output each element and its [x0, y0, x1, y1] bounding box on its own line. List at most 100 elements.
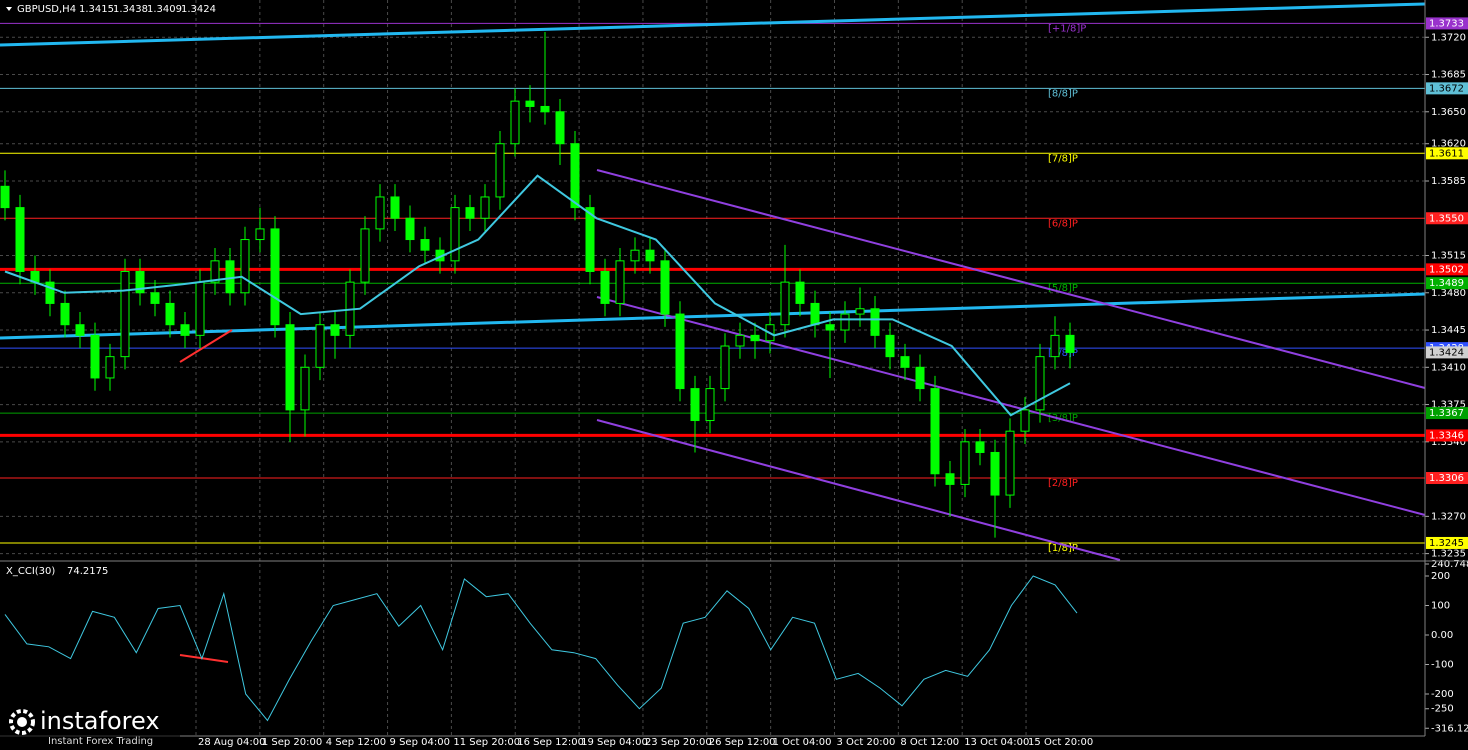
cci-line	[4, 575, 1078, 722]
plot	[0, 31, 1078, 722]
y-tick-label: 1.3375	[1431, 400, 1466, 411]
level-label: 1.3245	[1429, 538, 1464, 549]
x-tick-label: 28 Aug 04:00	[198, 737, 265, 748]
candle-body	[855, 308, 865, 315]
level-box	[1426, 277, 1468, 290]
level-name: [+1/8]P	[1048, 23, 1086, 34]
cci-tick-label: -316.129	[1431, 723, 1468, 734]
channel-line	[596, 296, 1426, 516]
candle-body	[285, 324, 295, 411]
candle-body	[315, 324, 325, 368]
y-tick-label: 1.3720	[1431, 32, 1466, 43]
candle-body	[690, 388, 700, 422]
x-tick-label: 1 Oct 04:00	[773, 737, 832, 748]
y-tick-label: 1.3515	[1431, 251, 1466, 262]
cci-tick-label: 100	[1431, 601, 1450, 612]
level-label: 1.3672	[1429, 83, 1464, 94]
candle-body	[135, 270, 145, 294]
candle-body	[450, 207, 460, 262]
candle-body	[915, 366, 925, 390]
x-tick-label: 15 Oct 20:00	[1028, 737, 1093, 748]
x-tick-label: 4 Sep 12:00	[326, 737, 386, 748]
x-tick-label: 11 Sep 20:00	[453, 737, 520, 748]
candle-body	[1035, 356, 1045, 411]
y-tick-label: 1.3585	[1431, 176, 1466, 187]
level-label: 1.3733	[1429, 18, 1464, 29]
x-tick-label: 13 Oct 04:00	[964, 737, 1029, 748]
candle-body	[120, 270, 130, 358]
candle-body	[555, 111, 565, 145]
price-axis: 1.3720 1.3685 1.3650 1.3620 1.3585 1.3515 1.34…	[1425, 17, 1468, 734]
candle-body	[525, 100, 535, 107]
candle-body	[375, 196, 385, 230]
level-name: [5/8]P	[1048, 283, 1078, 294]
cci-tick-label: -200	[1431, 689, 1454, 700]
candle-body	[330, 324, 340, 336]
level-box	[1426, 17, 1468, 30]
candle-body	[300, 366, 310, 411]
candle-body	[945, 473, 955, 485]
low-value: 1.3409	[147, 4, 182, 15]
candle-body	[1065, 334, 1075, 353]
candle-body	[720, 345, 730, 390]
close-value: 1.3424	[181, 4, 216, 15]
sr-label: 1.3346	[1429, 430, 1464, 441]
candle-body	[105, 356, 115, 379]
candle-body	[195, 281, 205, 336]
level-label: 1.3550	[1429, 213, 1464, 224]
candle-body	[255, 228, 265, 241]
x-tick-label: 26 Sep 12:00	[709, 737, 776, 748]
level-box	[1426, 147, 1468, 160]
y-tick-label: 1.3410	[1431, 362, 1466, 373]
candle-body	[705, 388, 715, 422]
candle-body	[390, 196, 400, 219]
open-value: 1.3415	[79, 4, 114, 15]
logo-name: instaforex	[40, 707, 160, 735]
divergence-line	[179, 329, 233, 363]
candle-body	[165, 302, 175, 326]
candle-body	[960, 441, 970, 485]
candle-body	[870, 308, 880, 336]
y-tick-label: 1.3685	[1431, 70, 1466, 81]
candle-body	[660, 260, 670, 315]
cci-tick-label: 240.7484	[1431, 559, 1468, 570]
channel-line	[596, 169, 1426, 389]
high-value: 1.3438	[113, 4, 148, 15]
y-tick-label: 1.3270	[1431, 511, 1466, 522]
level-label: 1.3306	[1429, 473, 1464, 484]
level-name: [7/8]P	[1048, 153, 1078, 164]
x-tick-label: 19 Sep 04:00	[581, 737, 648, 748]
logo-tagline: Instant Forex Trading	[48, 736, 153, 747]
candle-body	[570, 143, 580, 209]
candle-body	[930, 388, 940, 475]
logo-icon	[9, 709, 35, 735]
level-box	[1426, 536, 1468, 549]
candle-body	[900, 356, 910, 368]
logo-icon	[17, 717, 27, 727]
trend-line	[0, 2, 1426, 47]
candle-body	[15, 207, 25, 272]
candle-body	[240, 239, 250, 294]
candle-body	[735, 334, 745, 347]
candle-body	[645, 249, 655, 262]
menu-arrow[interactable]	[6, 7, 12, 11]
candle-body	[210, 260, 220, 283]
y-tick-label: 1.3235	[1431, 549, 1466, 560]
cci-tick-label: 0.00	[1431, 630, 1453, 641]
candle-body	[495, 143, 505, 198]
x-tick-label: 8 Oct 12:00	[900, 737, 959, 748]
candle-body	[750, 334, 760, 342]
candle-body	[180, 324, 190, 336]
candle-body	[510, 100, 520, 145]
level-name: [6/8]P	[1048, 218, 1078, 229]
level-box	[1426, 407, 1468, 420]
candle-body	[795, 281, 805, 304]
y-tick-label: 1.3340	[1431, 437, 1466, 448]
candle-body	[630, 249, 640, 262]
cci-tick-label: -100	[1431, 660, 1454, 671]
x-tick-label: 16 Sep 12:00	[517, 737, 584, 748]
level-label: 1.3367	[1429, 408, 1464, 419]
candle-body	[825, 324, 835, 331]
cci-name: X_CCI(30)	[6, 566, 55, 577]
candle-body	[360, 228, 370, 283]
